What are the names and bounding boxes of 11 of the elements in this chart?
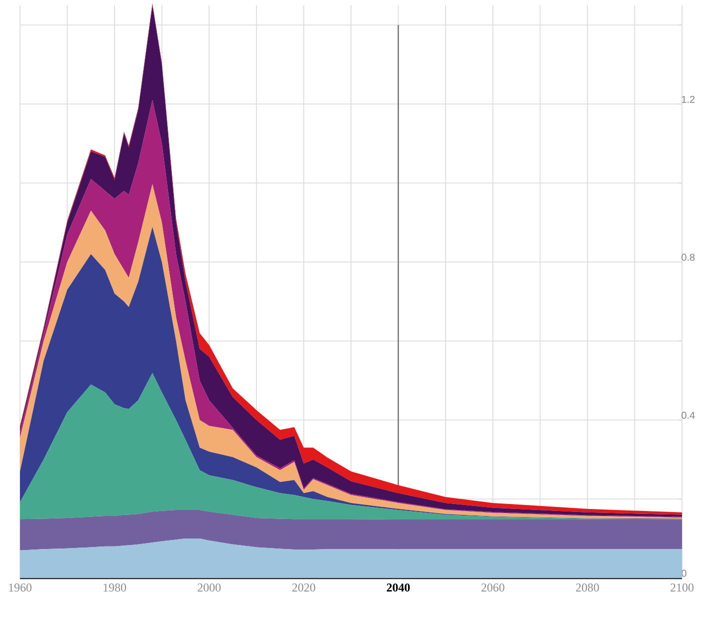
x-tick-label: 2020 xyxy=(292,584,316,592)
x-tick-label: 2080 xyxy=(576,584,599,592)
y-tick-label: 0.8 xyxy=(682,254,695,261)
x-tick-label: 1980 xyxy=(104,584,126,592)
x-tick-label: 2100 xyxy=(670,584,694,592)
y-tick-label: 1.2 xyxy=(682,96,695,103)
x-tick-label: 2040 xyxy=(386,584,410,592)
y-tick-label: 0.4 xyxy=(682,412,695,419)
x-tick-label: 1960 xyxy=(9,584,32,592)
x-tick-label: 2060 xyxy=(481,584,504,592)
x-tick-label: 2000 xyxy=(198,584,221,592)
